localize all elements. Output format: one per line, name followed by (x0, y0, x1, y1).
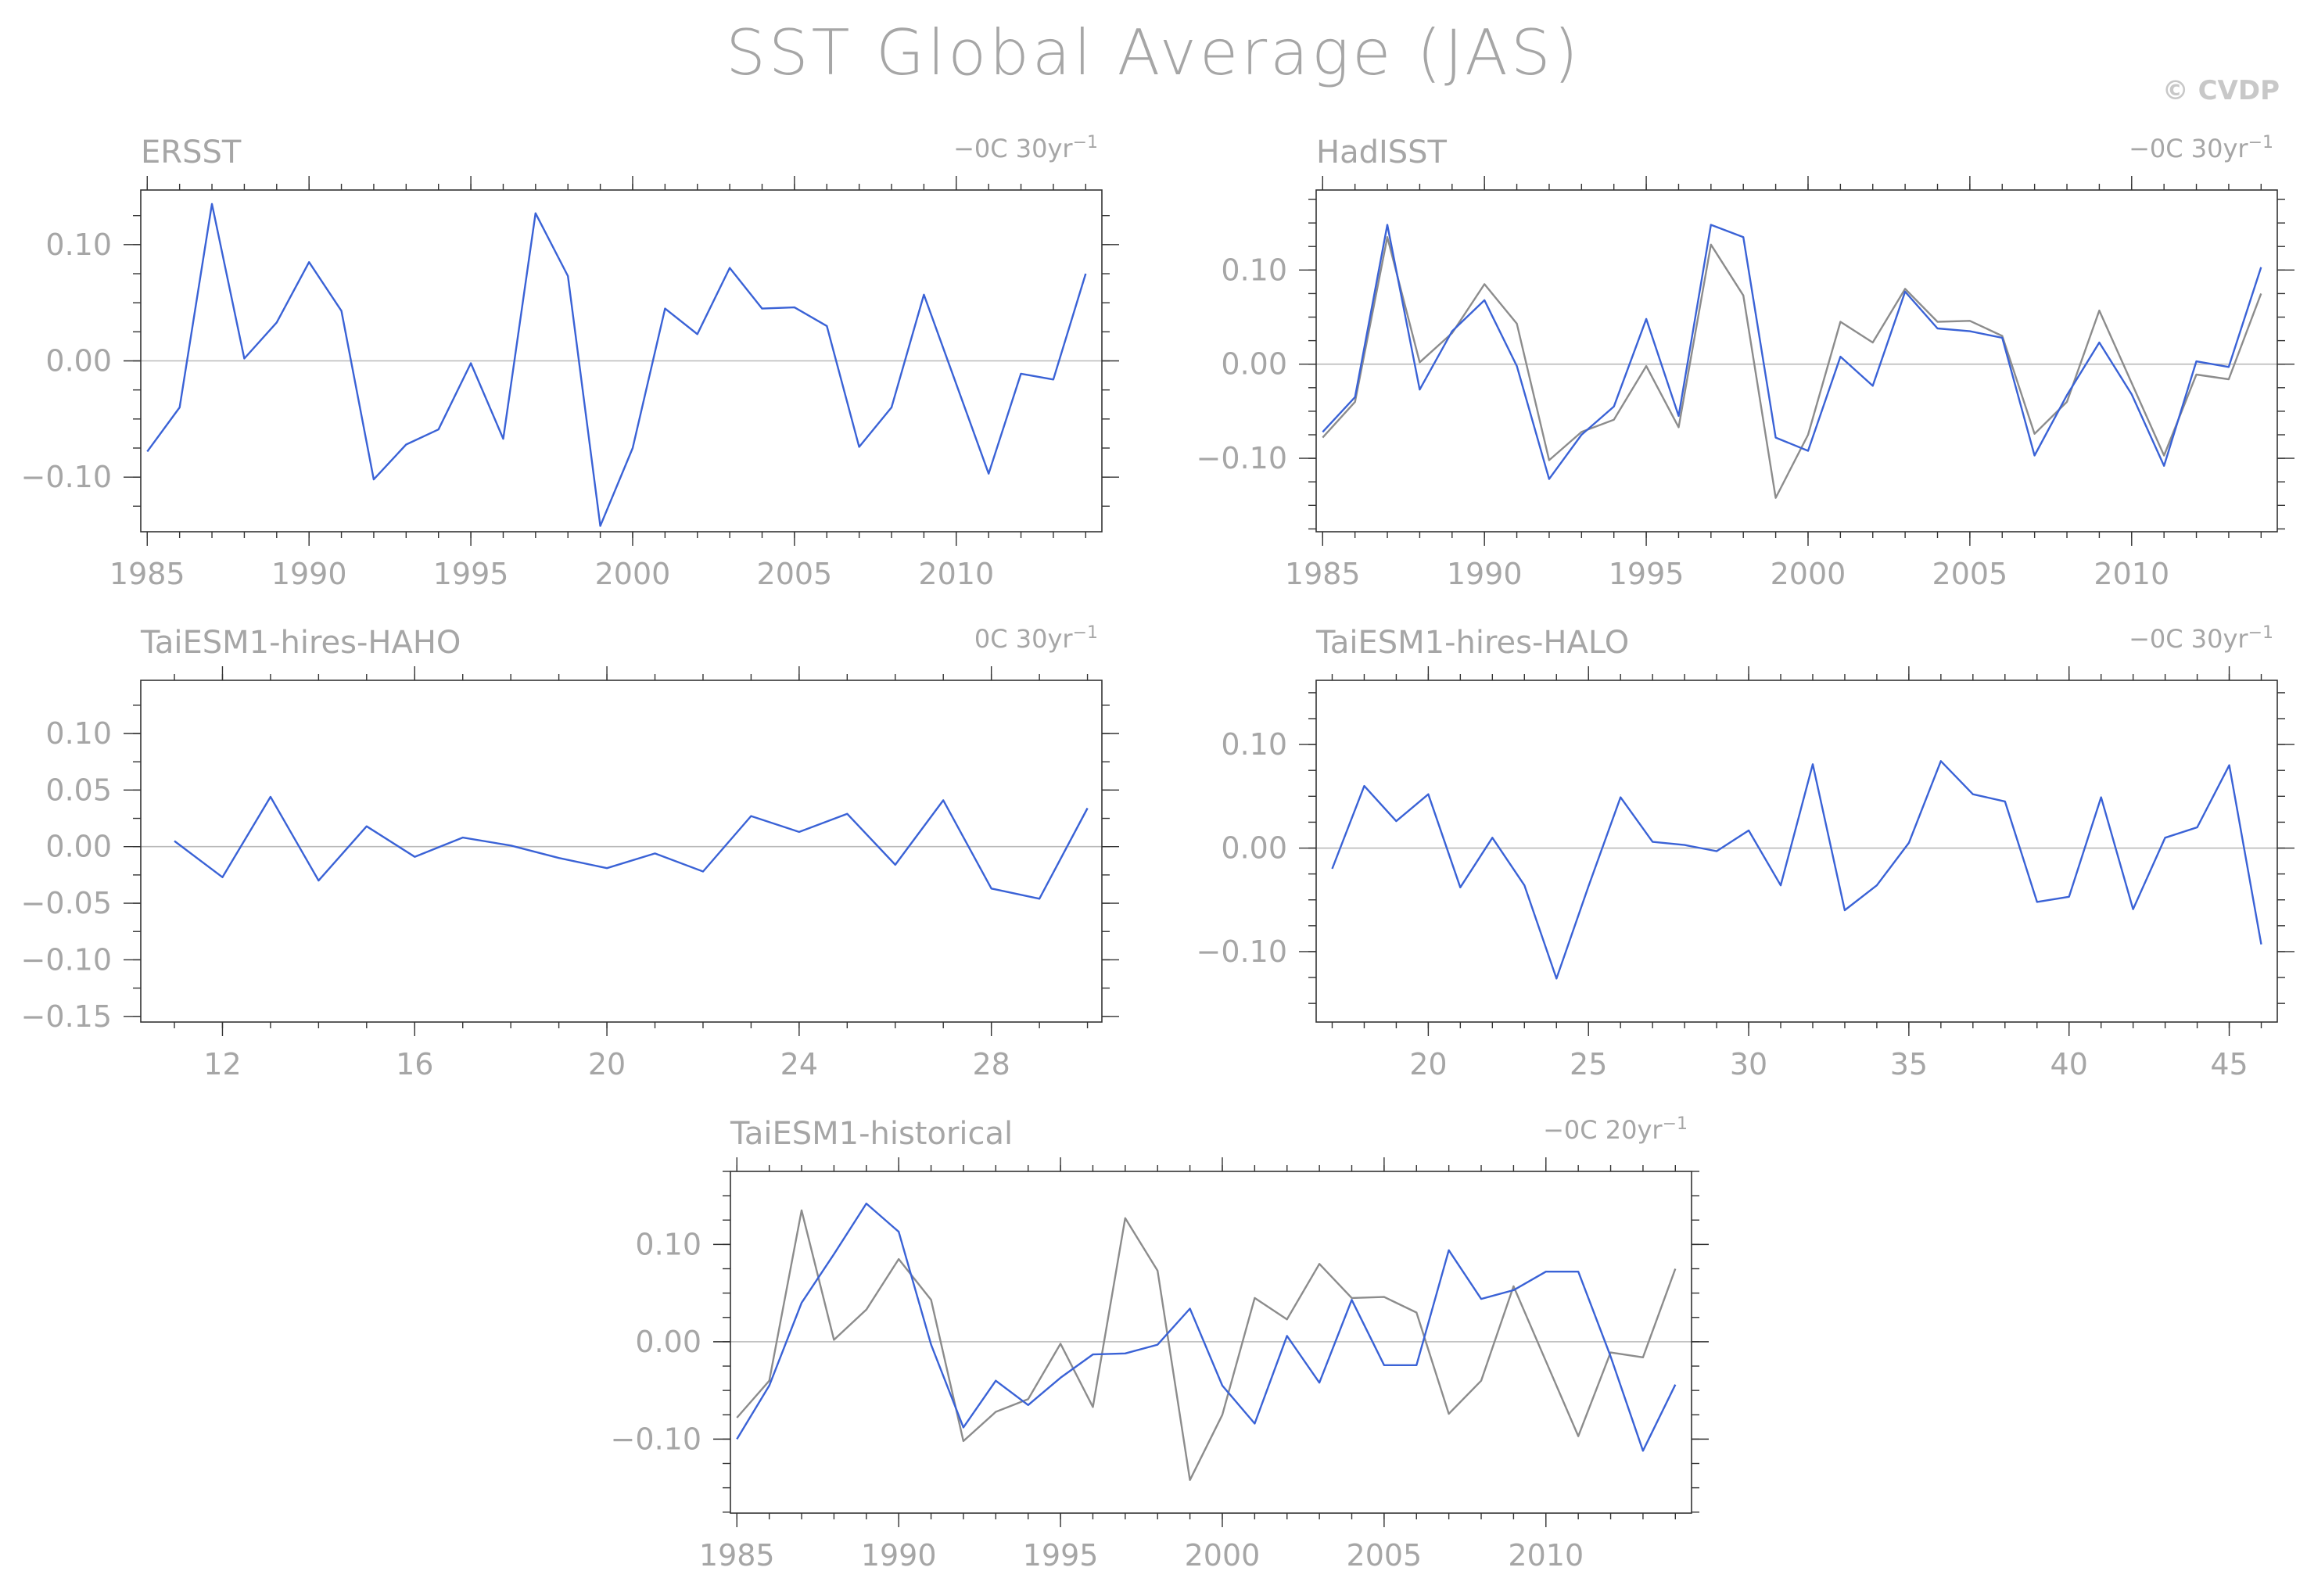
plot-frame (1315, 189, 2278, 533)
x-tick-label: 2000 (1185, 1538, 1261, 1573)
chart-panel: TaiESM1-hires-HALO −0C 30yr−1 20 25 30 35 40 45… (1197, 623, 2294, 1081)
y-tick-label: −0.10 (21, 942, 112, 977)
x-tick-label: 2010 (918, 557, 994, 591)
x-tick-label: 2000 (1771, 557, 1846, 591)
observation-series-line (736, 1209, 1677, 1481)
x-tick-label: 1995 (1609, 557, 1685, 591)
trend-label: −0C 30yr−1 (953, 133, 1098, 163)
y-tick-label: 0.00 (45, 830, 112, 864)
y-tick-label: 0.10 (635, 1227, 701, 1261)
figure-title: SST Global Average (JAS) (726, 16, 1581, 89)
x-tick-label: 20 (588, 1047, 626, 1081)
x-tick-label: 2000 (595, 557, 671, 591)
y-tick-label: 0.10 (45, 228, 112, 262)
y-tick-label: 0.05 (45, 773, 112, 807)
x-tick-label: 2010 (2094, 557, 2169, 591)
panels-group: ERSST −0C 30yr−1 1985 1990 1995 2000 2005 2010 −… (21, 133, 2294, 1573)
model-series-line (736, 1202, 1677, 1452)
x-tick-label: 2010 (1508, 1538, 1584, 1573)
cvdp-watermark: © CVDP (2162, 75, 2280, 106)
trend-label: −0C 20yr−1 (1543, 1114, 1688, 1145)
y-tick-label: 0.00 (45, 344, 112, 378)
trend-label: 0C 30yr−1 (974, 623, 1098, 654)
x-tick-label: 24 (780, 1047, 818, 1081)
y-tick-label: 0.10 (1221, 253, 1287, 287)
model-series-line (1322, 224, 2262, 480)
panel-title: TaiESM1-historical (730, 1116, 1013, 1152)
x-tick-label: 30 (1730, 1047, 1767, 1081)
x-tick-label: 1990 (861, 1538, 937, 1573)
chart-panel: TaiESM1-historical −0C 20yr−1 1985 1990 1995… (611, 1114, 1709, 1573)
panel-title: TaiESM1-hires-HALO (1315, 625, 1629, 661)
plot-frame (140, 680, 1103, 1023)
y-tick-label: 0.00 (1221, 831, 1287, 866)
y-tick-label: 0.00 (635, 1325, 701, 1359)
x-tick-label: 1995 (433, 557, 509, 591)
x-tick-label: 1985 (1285, 557, 1361, 591)
trend-label: −0C 30yr−1 (2129, 133, 2273, 163)
y-tick-label: −0.10 (1197, 441, 1287, 475)
x-tick-label: 1985 (109, 557, 185, 591)
chart-panel: TaiESM1-hires-HAHO 0C 30yr−1 12 16 20 24 28 −0.… (21, 623, 1119, 1081)
x-tick-label: 28 (972, 1047, 1010, 1081)
x-tick-label: 45 (2210, 1047, 2248, 1081)
model-series-line (1331, 760, 2262, 980)
y-tick-label: −0.15 (21, 999, 112, 1034)
y-tick-label: −0.10 (611, 1422, 701, 1456)
plot-frame (140, 189, 1103, 533)
y-tick-label: 0.10 (1221, 727, 1287, 762)
x-tick-label: 1985 (699, 1538, 775, 1573)
observation-series-line (1322, 236, 2262, 499)
chart-panel: ERSST −0C 30yr−1 1985 1990 1995 2000 2005 2010 −… (21, 133, 1119, 591)
x-tick-label: 2005 (1347, 1538, 1423, 1573)
plot-frame (730, 1171, 1692, 1514)
x-tick-label: 2005 (1932, 557, 2008, 591)
panel-title: TaiESM1-hires-HAHO (140, 625, 461, 661)
y-tick-label: −0.05 (21, 886, 112, 920)
x-tick-label: 12 (203, 1047, 241, 1081)
panel-title: ERSST (141, 134, 242, 170)
x-tick-label: 25 (1570, 1047, 1607, 1081)
y-tick-label: 0.10 (45, 716, 112, 751)
x-tick-label: 16 (396, 1047, 433, 1081)
model-series-line (146, 203, 1087, 527)
x-tick-label: 40 (2050, 1047, 2088, 1081)
y-tick-label: 0.00 (1221, 347, 1287, 382)
y-tick-label: −0.10 (21, 460, 112, 494)
panel-title: HadISST (1316, 134, 1448, 170)
chart-panel: HadISST −0C 30yr−1 1985 1990 1995 2000 2005 201… (1197, 133, 2294, 591)
plot-frame (1315, 680, 2278, 1023)
x-tick-label: 1990 (271, 557, 347, 591)
x-tick-label: 1990 (1447, 557, 1523, 591)
model-series-line (174, 795, 1089, 900)
x-tick-label: 20 (1409, 1047, 1447, 1081)
x-tick-label: 35 (1890, 1047, 1928, 1081)
x-tick-label: 2005 (757, 557, 833, 591)
y-tick-label: −0.10 (1197, 934, 1287, 969)
trend-label: −0C 30yr−1 (2129, 623, 2273, 654)
x-tick-label: 1995 (1023, 1538, 1099, 1573)
